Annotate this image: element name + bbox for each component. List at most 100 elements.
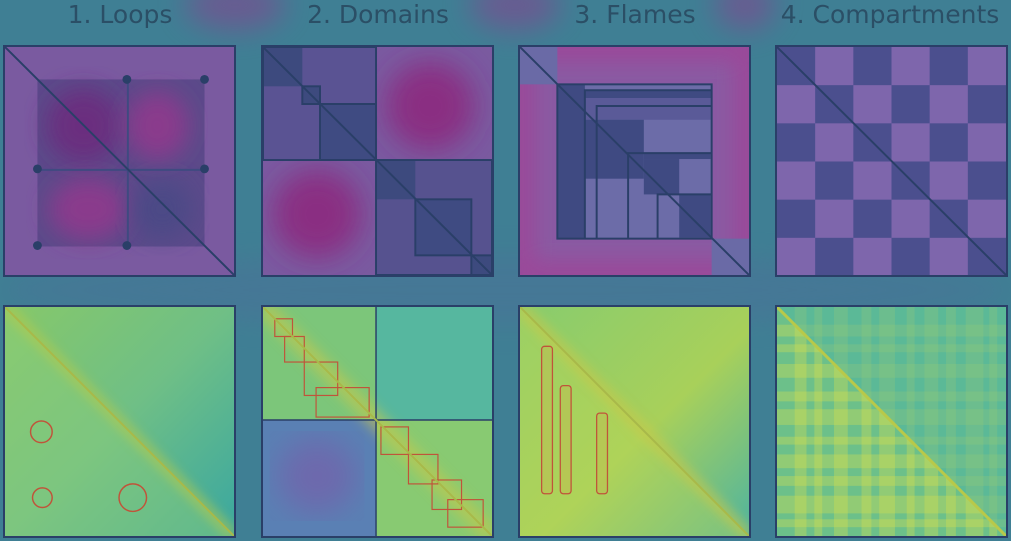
domains-heatmap xyxy=(261,305,494,538)
compartment-cell xyxy=(815,161,854,201)
domain-square-outline xyxy=(301,85,321,105)
compartments-schematic-svg xyxy=(777,47,1006,275)
heading-number: 1. xyxy=(67,0,92,29)
flame-stripe xyxy=(557,84,585,239)
diagonal xyxy=(520,307,749,536)
loops-heatmap-svg xyxy=(5,307,234,536)
compartments-schematic xyxy=(775,45,1008,277)
compartment-cell xyxy=(853,237,892,275)
plaid-band xyxy=(777,476,1006,486)
flame-stripe-outline xyxy=(583,89,712,239)
compartment-cell xyxy=(853,199,892,239)
heading-label: Loops xyxy=(99,0,173,29)
compartment-cell xyxy=(929,161,969,201)
domain-square-outline xyxy=(407,453,439,485)
diagonal xyxy=(5,47,234,275)
domain-interaction-blob xyxy=(385,61,475,151)
domain-square-outline xyxy=(380,426,410,456)
diagonal xyxy=(777,47,1006,275)
compartment-cell xyxy=(891,47,931,86)
domain-square-outline xyxy=(431,479,463,511)
compartment-cell xyxy=(891,123,931,162)
diagonal xyxy=(263,47,492,275)
loop-point-dot xyxy=(33,241,42,250)
loop-point-dots xyxy=(33,75,209,250)
heading-number: 3. xyxy=(574,0,599,29)
loops-schematic xyxy=(3,45,236,277)
compartment-cell xyxy=(929,237,969,275)
loop-circle-marker xyxy=(118,483,148,513)
diagonal xyxy=(520,47,749,275)
compartment-cell xyxy=(891,199,931,239)
compartment-cell xyxy=(853,47,892,86)
loops-schematic-svg xyxy=(5,47,234,275)
compartment-cell xyxy=(891,237,931,275)
loop-point-dot xyxy=(122,241,132,250)
compartment-cell xyxy=(777,237,816,275)
compartment-cell xyxy=(967,47,1006,86)
flame-stripe xyxy=(584,98,711,120)
compartment-cell xyxy=(815,237,854,275)
domains-schematic-svg xyxy=(263,47,492,275)
domain-square-outline xyxy=(375,159,492,275)
heading-number: 4. xyxy=(780,0,805,29)
domain-square-outline xyxy=(447,499,484,528)
flame-stripe xyxy=(584,90,712,99)
flame-stripe-outline xyxy=(540,345,554,495)
domains-heatmap-svg xyxy=(263,307,492,536)
domain-square-outline xyxy=(303,361,339,397)
flame-halo xyxy=(520,47,749,275)
loops-heatmap xyxy=(3,305,236,538)
domain-square-outline xyxy=(319,103,378,161)
compartments-heatmap-svg xyxy=(777,307,1006,536)
flame-stripe xyxy=(643,153,711,160)
domain-square-outline xyxy=(470,254,492,275)
compartment-cell xyxy=(891,85,931,124)
loop-circle-marker xyxy=(31,487,53,509)
flame-stripe-outline xyxy=(627,152,712,239)
domain-offdiag xyxy=(376,307,492,421)
diagonal xyxy=(777,307,1006,536)
flame-stripes xyxy=(540,345,609,495)
domain-interaction-blob xyxy=(272,169,362,259)
diagonal xyxy=(5,307,234,536)
heading-loops: 1. Loops xyxy=(10,0,230,32)
flame-stripe-outline xyxy=(656,193,712,239)
heading-label: Flames xyxy=(606,0,696,29)
compartments-heatmap xyxy=(775,305,1008,538)
compartment-cell xyxy=(777,161,816,201)
diagonal xyxy=(263,307,492,536)
loop-enrichment-blob xyxy=(49,177,128,241)
domain-outlines xyxy=(263,47,492,275)
compartment-cell xyxy=(777,123,816,162)
heading-label: Compartments xyxy=(812,0,1000,29)
compartment-cell xyxy=(815,47,854,86)
compartment-cell xyxy=(815,199,854,239)
plaid-band xyxy=(814,307,823,536)
flames-heatmap-svg xyxy=(520,307,749,536)
compartment-cell xyxy=(815,123,854,162)
loop-circle-marker xyxy=(29,420,53,444)
flame-stripe-outline xyxy=(559,384,572,495)
compartment-cell xyxy=(853,85,892,124)
flame-stripe-outline xyxy=(596,412,609,495)
domain-depletion-blob xyxy=(277,438,357,514)
loop-point-dot xyxy=(33,164,42,174)
domain-square-outline xyxy=(414,198,473,257)
flame-stripe-outline xyxy=(556,83,713,240)
compartment-cell xyxy=(967,123,1006,162)
plaid-band xyxy=(794,307,807,536)
compartment-cell xyxy=(929,123,969,162)
compartment-cell xyxy=(967,199,1006,239)
plaid-band xyxy=(777,519,1006,528)
flame-stripe xyxy=(584,119,644,179)
loop-circles xyxy=(29,420,148,513)
domain-square-outline xyxy=(274,318,294,338)
plaid-band xyxy=(861,307,872,536)
heading-number: 2. xyxy=(307,0,331,29)
heading-domains: 2. Domains xyxy=(268,0,488,32)
compartment-cell xyxy=(967,161,1006,201)
loop-point-dot xyxy=(200,164,209,174)
heading-flames: 3. Flames xyxy=(525,0,745,32)
